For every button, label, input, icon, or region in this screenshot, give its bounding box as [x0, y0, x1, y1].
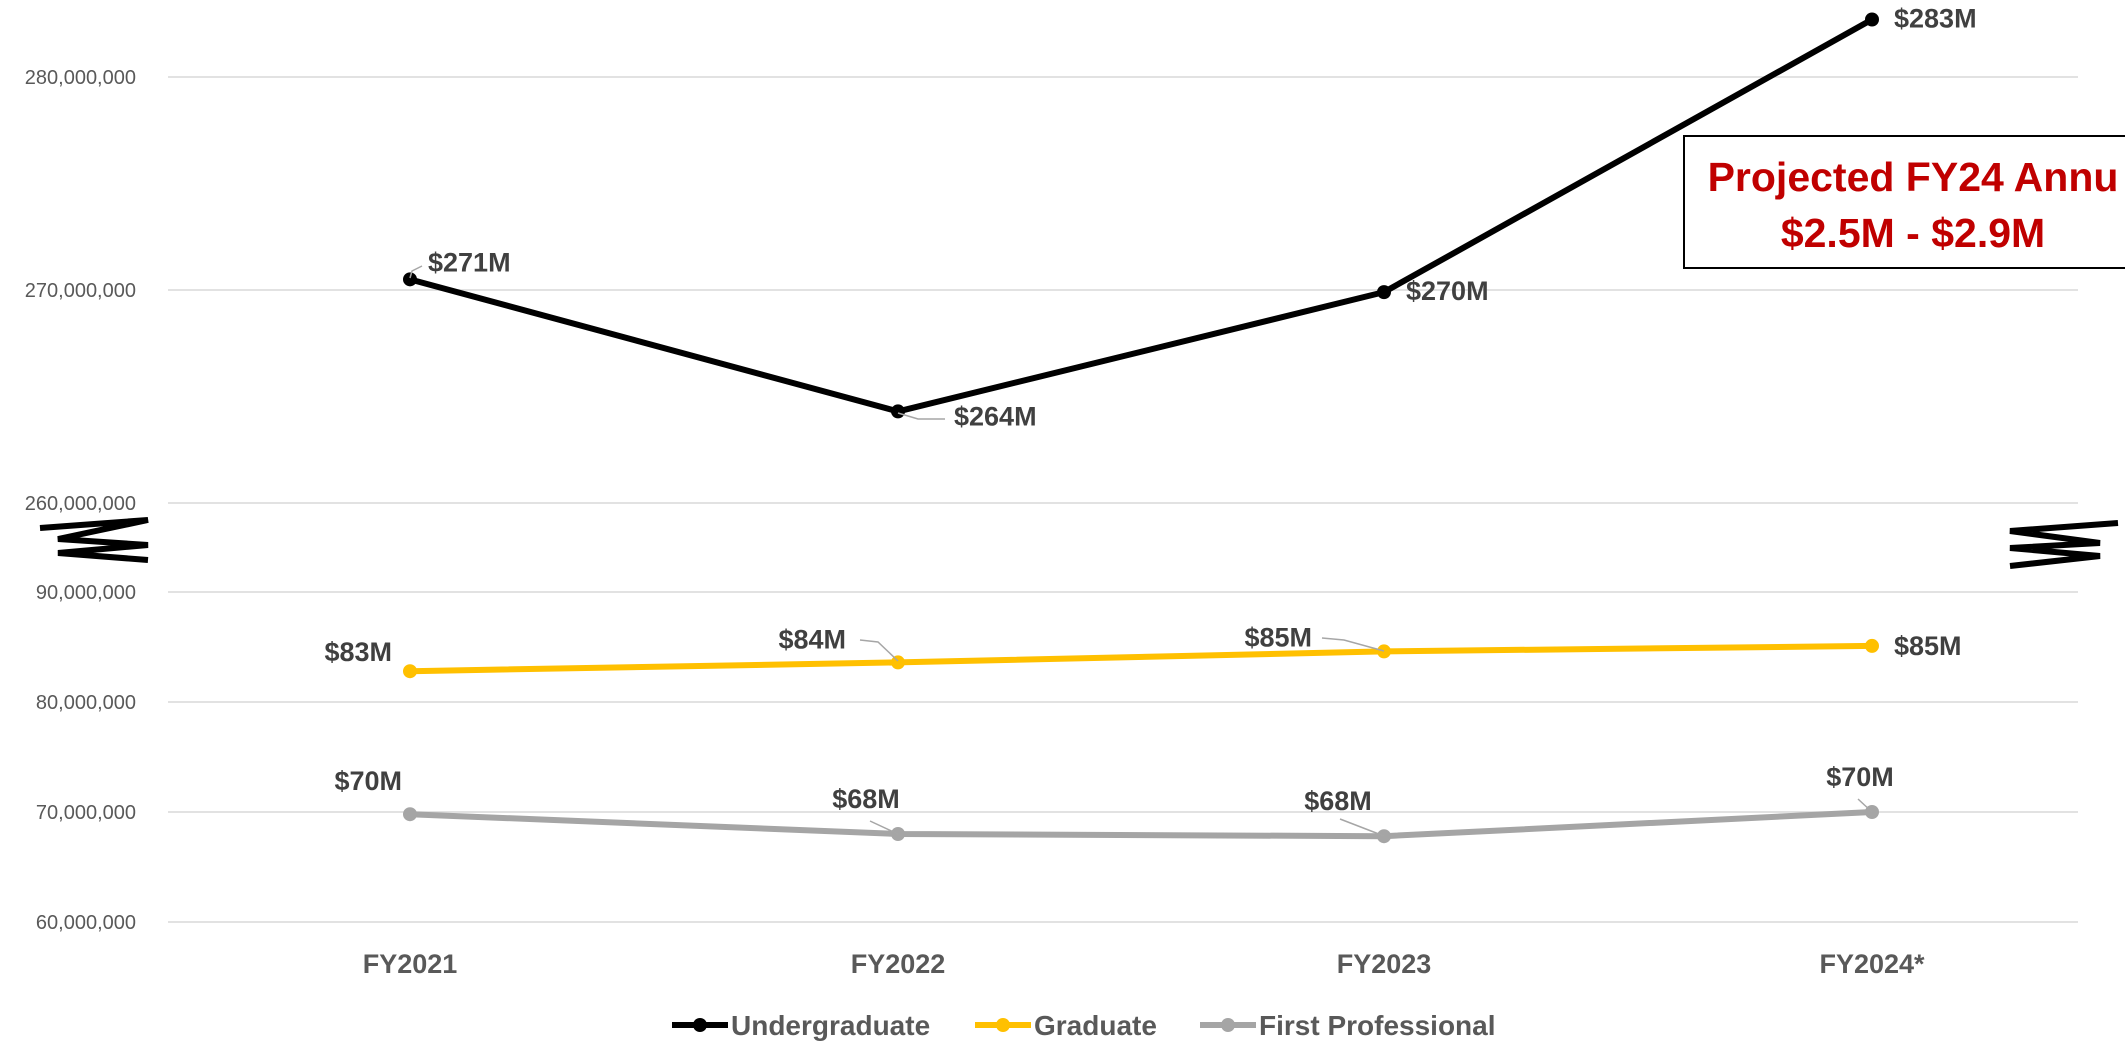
series-line: [409, 16, 1874, 415]
data-label: $70M: [334, 766, 402, 796]
data-label: $85M: [1894, 631, 1962, 661]
data-label: $83M: [324, 637, 392, 667]
label-leader-lines: [409, 265, 1873, 837]
axis-break-markers: [39, 517, 2119, 569]
axis-break-left-icon: [39, 517, 149, 563]
x-tick-label: FY2022: [851, 949, 946, 979]
y-tick-label: 280,000,000: [25, 67, 136, 89]
data-point: [1865, 638, 1879, 653]
data-point: [1865, 12, 1879, 27]
data-point: [403, 664, 417, 679]
data-label: $70M: [1826, 762, 1894, 792]
y-tick-label: 270,000,000: [25, 280, 136, 302]
data-label: $85M: [1244, 622, 1312, 652]
gridlines: [168, 76, 2078, 923]
data-point: [1377, 829, 1391, 844]
leader-line: [897, 412, 945, 420]
x-tick-label: FY2021: [363, 949, 458, 979]
data-point: [1377, 644, 1391, 659]
data-label: $270M: [1406, 276, 1489, 306]
data-label: $271M: [428, 247, 511, 277]
data-label: $283M: [1894, 3, 1977, 33]
data-labels: $271M $264M $270M $283M $83M $84M $85M $85M $70M…: [324, 3, 1976, 816]
leader-line: [1339, 818, 1385, 837]
legend-label: Graduate: [1034, 1010, 1157, 1041]
data-point: [891, 404, 905, 419]
series-line: [409, 642, 1873, 675]
y-tick-label: 70,000,000: [36, 802, 136, 824]
data-point: [403, 807, 417, 822]
y-tick-label: 90,000,000: [36, 582, 136, 604]
leader-line: [859, 639, 899, 662]
data-point: [403, 272, 417, 287]
x-tick-label: FY2023: [1337, 949, 1432, 979]
leader-line: [409, 265, 423, 279]
data-point: [891, 655, 905, 670]
y-axis-tick-labels: 280,000,000 270,000,000 260,000,000 90,000,…: [25, 67, 136, 934]
data-label: $84M: [778, 624, 846, 654]
projection-callout-line2: $2.5M - $2.9M: [1780, 210, 2046, 256]
series-line: [409, 809, 1873, 840]
data-point: [1377, 285, 1391, 300]
projection-callout-line1: Projected FY24 Annu: [1707, 154, 2119, 200]
legend-swatch-marker: [996, 1018, 1010, 1032]
x-axis-tick-labels: FY2021 FY2022 FY2023 FY2024*: [363, 949, 1925, 979]
legend-swatch-marker: [1221, 1018, 1235, 1032]
x-tick-label: FY2024*: [1819, 949, 1925, 979]
data-label: $68M: [832, 784, 900, 814]
legend-label: Undergraduate: [731, 1010, 930, 1041]
y-tick-label: 60,000,000: [36, 912, 136, 934]
data-label: $264M: [954, 401, 1037, 431]
leader-line: [869, 820, 899, 835]
legend-label: First Professional: [1259, 1010, 1496, 1041]
leader-line: [1321, 637, 1385, 652]
leader-line: [1857, 798, 1873, 813]
legend-swatch-marker: [693, 1018, 707, 1032]
legend: Undergraduate Graduate First Professional: [672, 1010, 1496, 1041]
y-tick-label: 80,000,000: [36, 692, 136, 714]
series-lines: [409, 16, 1874, 840]
axis-break-right-icon: [2009, 520, 2119, 569]
projection-callout: Projected FY24 Annu $2.5M - $2.9M: [1683, 135, 2125, 269]
y-tick-label: 260,000,000: [25, 493, 136, 515]
data-label: $68M: [1304, 786, 1372, 816]
